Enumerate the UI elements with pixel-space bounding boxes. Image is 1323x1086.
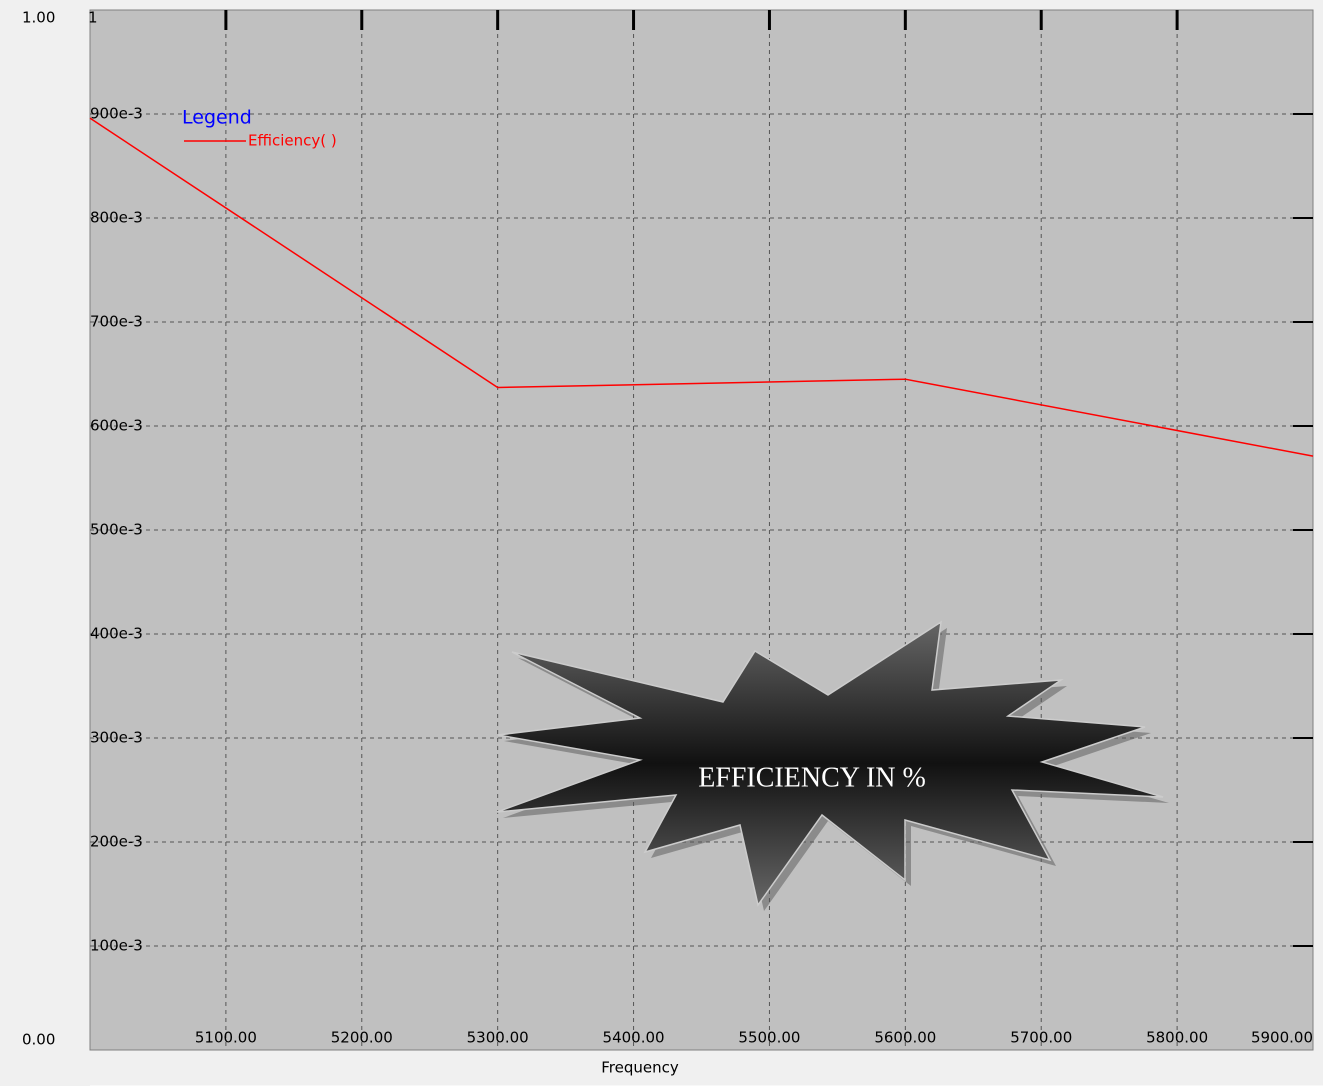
y-tick-label: 0.00	[22, 1031, 55, 1049]
x-tick-label: 5100.00	[195, 1029, 257, 1047]
y-tick-label: 400e-3	[90, 625, 143, 643]
legend-title: Legend	[182, 107, 252, 129]
y-tick-label: 900e-3	[90, 105, 143, 123]
x-tick-label: 5200.00	[331, 1029, 393, 1047]
y-tick-label: 300e-3	[90, 729, 143, 747]
y-max-label: 1	[88, 9, 98, 27]
annotation: EFFICIENCY IN %	[698, 762, 926, 793]
legend-label: Efficiency( )	[248, 132, 337, 150]
x-tick-label: 5300.00	[467, 1029, 529, 1047]
x-tick-label: 5700.00	[1010, 1029, 1072, 1047]
data-line	[89, 117, 1314, 457]
x-axis-label: Frequency	[601, 1059, 679, 1077]
y-tick-label: 600e-3	[90, 417, 143, 435]
x-tick-label: 5900.00	[1251, 1029, 1313, 1047]
y-tick-label: 1.00	[22, 9, 55, 27]
starburst	[496, 620, 1164, 907]
x-tick-label: 5500.00	[738, 1029, 800, 1047]
y-tick-label: 200e-3	[90, 833, 143, 851]
x-tick-label: 5400.00	[603, 1029, 665, 1047]
y-tick-label: 700e-3	[90, 313, 143, 331]
y-tick-label: 500e-3	[90, 521, 143, 539]
x-tick-label: 5800.00	[1146, 1029, 1208, 1047]
x-tick-label: 5600.00	[874, 1029, 936, 1047]
y-tick-label: 800e-3	[90, 209, 143, 227]
y-tick-label: 100e-3	[90, 937, 143, 955]
